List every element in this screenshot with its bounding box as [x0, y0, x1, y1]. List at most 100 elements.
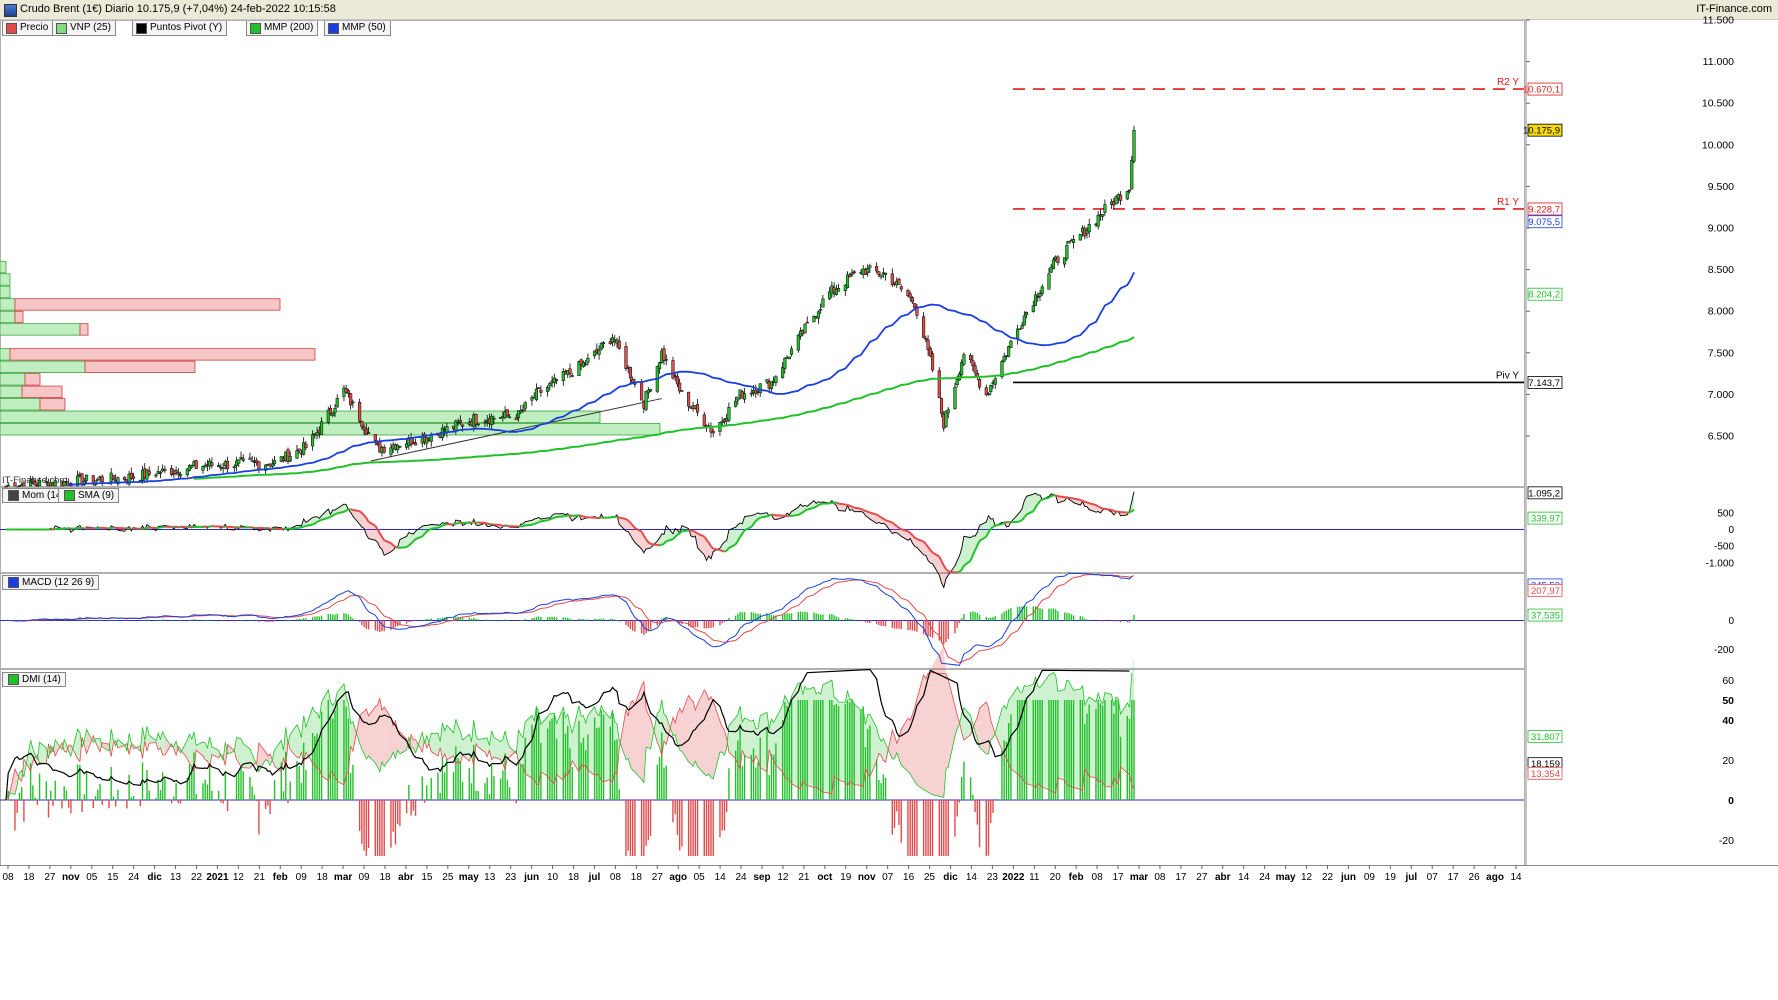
adx-line: [5, 668, 1130, 801]
vbp-up-bar: [0, 298, 16, 311]
mom-fill-seg: [641, 531, 644, 553]
candle-up: [593, 350, 597, 357]
price-tag-sma200: 8.204,2: [1528, 290, 1560, 301]
dmi-fill-seg: [923, 674, 926, 791]
candle-down: [877, 271, 881, 275]
mom-sma-seg: [736, 536, 741, 542]
vbp-down-bar: [9, 348, 316, 361]
candle-down: [22, 482, 26, 487]
dmi-fill-seg: [350, 721, 353, 752]
price-tick-label: 10.000: [1702, 139, 1734, 151]
mom-sma-seg: [914, 536, 918, 540]
dmi-fill-seg: [429, 733, 432, 752]
price-tag-bg-last: [1527, 123, 1563, 137]
candle-up: [960, 362, 964, 376]
pane-label[interactable]: SMA (9): [58, 488, 120, 503]
candle-up: [201, 465, 205, 471]
mom-sma-seg: [334, 512, 338, 516]
candle-up: [1065, 245, 1069, 260]
candle-up: [264, 464, 268, 471]
mom-sma-seg: [358, 510, 363, 514]
brand-label: IT-Finance.com: [1696, 3, 1772, 15]
mom-sma-seg: [345, 508, 349, 512]
candle-up: [546, 386, 550, 392]
dmi-fill-seg: [144, 726, 147, 752]
mom-fill-seg: [932, 552, 940, 576]
pane-label-text: SMA (9): [78, 490, 115, 501]
mom-fill-seg: [337, 504, 344, 514]
pane-label[interactable]: DMI (14): [2, 672, 66, 687]
dmi-fill-seg: [462, 734, 470, 761]
mom-sma-seg: [847, 503, 851, 507]
dmi-fill-seg: [1042, 675, 1049, 790]
time-tick-label: 14: [1510, 872, 1522, 883]
candle-down: [931, 353, 935, 371]
dmi-fill-seg: [305, 707, 313, 764]
mom-sma-seg: [627, 519, 632, 524]
mom-fill-seg: [303, 518, 306, 527]
mom-fill-seg: [1131, 491, 1134, 512]
candle-up: [1033, 294, 1038, 306]
time-tick-label: oct: [817, 872, 833, 883]
legend-item-1[interactable]: VNP (25): [52, 20, 116, 36]
pane-label[interactable]: Mom (14): [2, 488, 70, 503]
mom-fill-seg: [930, 549, 933, 564]
mom-sma-seg: [835, 501, 840, 505]
dmi-fill-seg: [693, 701, 696, 767]
candle-up: [389, 447, 393, 455]
macd-tag-bg-signal: [1527, 583, 1563, 597]
mom-sma-seg: [898, 527, 902, 531]
mom-sma-seg: [1111, 509, 1115, 512]
dmi-fill-seg: [155, 733, 159, 751]
dmi-fill-seg: [628, 702, 631, 767]
candle-down: [852, 271, 856, 273]
mom-sma-seg: [423, 530, 428, 535]
mom-sma-seg: [916, 538, 924, 543]
candle-down: [969, 355, 973, 360]
mom-fill-seg: [728, 527, 736, 549]
time-tick-label: 21: [798, 872, 810, 883]
time-tick-label: 17: [1448, 872, 1460, 883]
time-tick-label: 08: [1154, 872, 1166, 883]
dmi-fill-seg: [704, 690, 707, 776]
mom-fill-seg: [928, 546, 931, 563]
mom-sma-seg: [337, 510, 345, 515]
mom-sma-seg: [804, 508, 808, 512]
candle-down: [328, 407, 333, 415]
dmi-fill-seg: [878, 736, 882, 756]
mom-sma-seg: [960, 565, 965, 571]
vbp-up-bar: [0, 410, 601, 423]
price-tick-label: 9.000: [1708, 223, 1734, 235]
mom-fill-seg: [892, 522, 895, 534]
dmi-fill-seg: [446, 725, 454, 760]
mom-fill-seg: [979, 522, 987, 541]
pane-label[interactable]: MACD (12 26 9): [2, 575, 100, 590]
candle-up: [597, 350, 601, 355]
candle-up: [664, 358, 668, 361]
candle-up: [302, 442, 306, 455]
candle-up: [819, 308, 823, 311]
candle-up: [769, 381, 773, 389]
dmi-fill-seg: [914, 699, 917, 785]
dmi-tick-label: 50: [1722, 695, 1734, 707]
mom-sma-seg: [1026, 510, 1034, 516]
mom-sma-seg: [1057, 495, 1065, 499]
mom-sma-seg: [755, 518, 759, 522]
candle-up: [232, 466, 236, 468]
mom-sma-seg: [645, 538, 650, 543]
dmi-fill-seg: [1089, 697, 1096, 778]
time-tick-label: 27: [652, 872, 664, 883]
pivot-label-piv: Piv Y: [1496, 370, 1519, 381]
candle-down: [248, 457, 252, 460]
candle-down: [154, 474, 158, 477]
time-tick-label: 14: [966, 872, 978, 883]
candle-down: [624, 346, 628, 369]
dmi-fill-seg: [518, 730, 521, 765]
mom-sma-seg: [896, 525, 900, 529]
candle-down: [123, 476, 127, 480]
mom-fill-seg: [305, 517, 313, 527]
dmi-fill-seg: [64, 739, 67, 753]
mom-sma-seg: [406, 544, 410, 548]
time-tick-label: 24: [735, 872, 747, 883]
